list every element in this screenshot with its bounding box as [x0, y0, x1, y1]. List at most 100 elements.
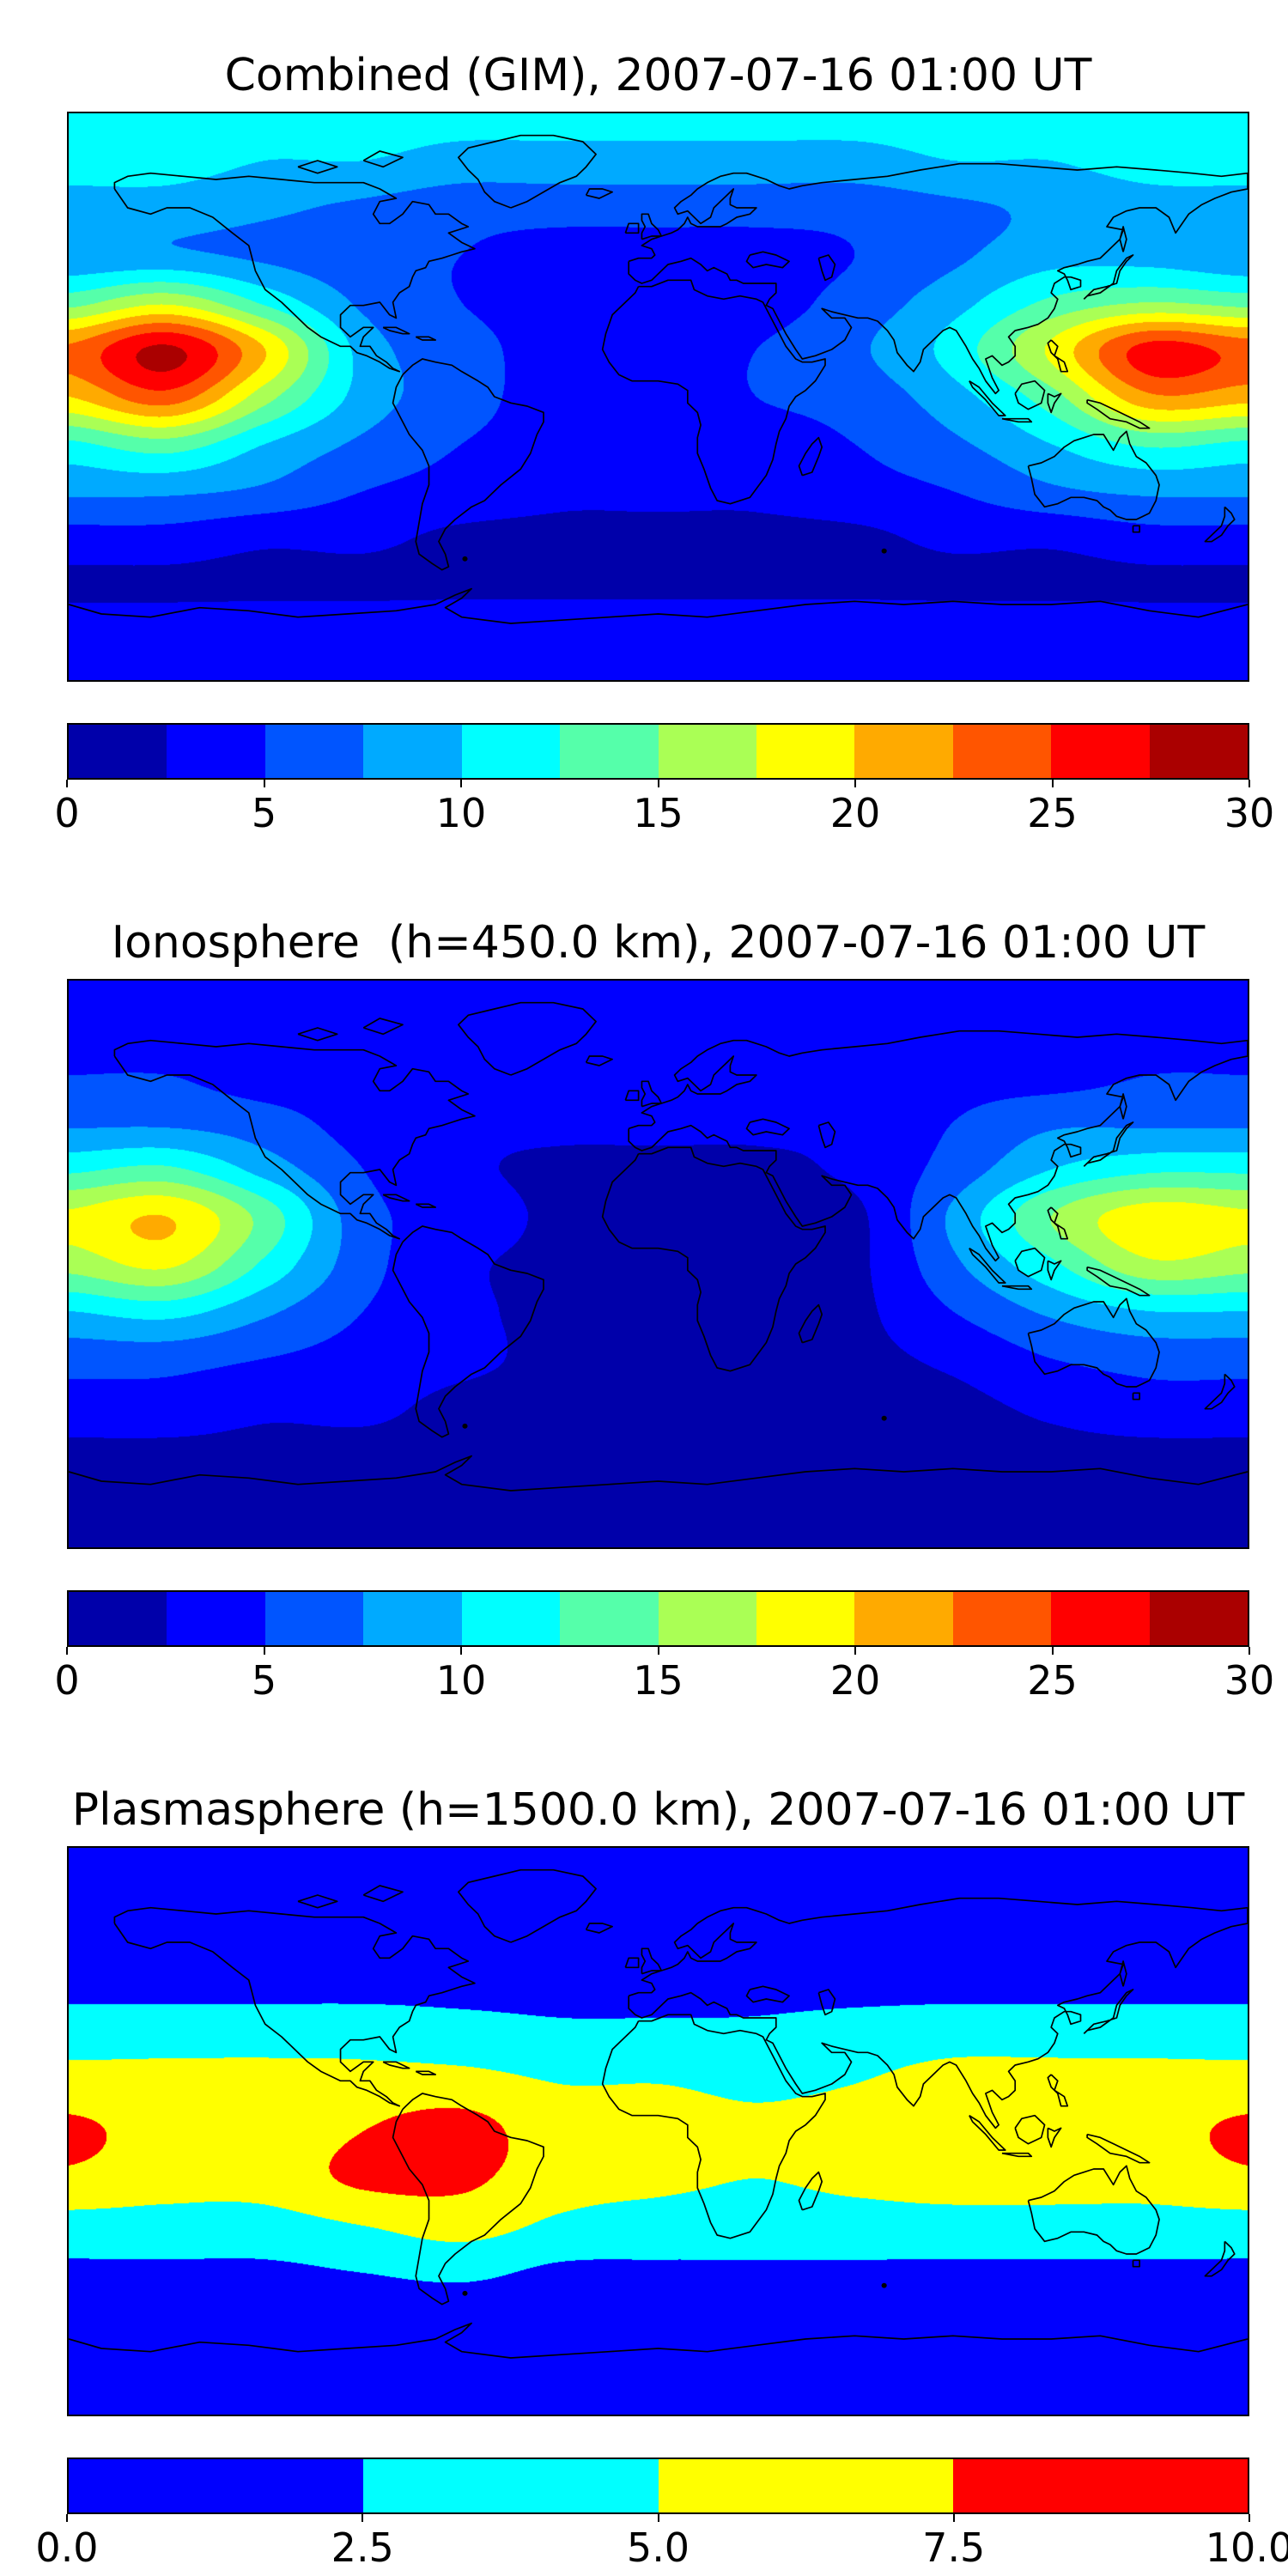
colorbar-tick — [1051, 780, 1054, 787]
colorbar-tick-label: 30 — [1224, 790, 1275, 836]
colorbar-segment — [167, 1592, 265, 1645]
colorbar-tick-label: 30 — [1224, 1657, 1275, 1704]
colorbar-segment — [69, 2459, 364, 2512]
colorbar-segment — [854, 725, 953, 778]
colorbar-tick — [952, 2514, 955, 2522]
colorbar-tick-label: 5 — [251, 790, 277, 836]
island-dot — [462, 556, 468, 562]
tec-field-canvas — [69, 1848, 1248, 2415]
colorbar-tick — [657, 2514, 659, 2522]
colorbar-tick-labels: 0 5 10 15 20 25 30 — [54, 1657, 1274, 1707]
colorbar-segment — [461, 725, 561, 778]
colorbar-tick — [1249, 1647, 1250, 1655]
colorbar-segment — [658, 1592, 756, 1645]
colorbar-tick — [1249, 2514, 1250, 2522]
colorbar-tick — [1051, 1647, 1054, 1655]
colorbar-tick — [854, 780, 856, 787]
colorbar-segment — [363, 2459, 659, 2512]
colorbar-tick — [657, 780, 659, 787]
colorbar-segment — [854, 1592, 953, 1645]
colorbar-segment — [461, 1592, 561, 1645]
island-dot — [881, 548, 887, 554]
colorbar-tick-label: 20 — [829, 790, 881, 836]
colorbar-segment — [1051, 725, 1150, 778]
colorbar-tick-label: 20 — [829, 1657, 881, 1704]
colorbar — [67, 1590, 1249, 1647]
colorbar-segment — [1149, 725, 1249, 778]
colorbar-tick-label: 10 — [435, 790, 487, 836]
colorbar-segment — [952, 1592, 1052, 1645]
colorbar-tick-label: 0 — [54, 790, 80, 836]
colorbar-tick — [263, 780, 265, 787]
colorbar-segment — [69, 1592, 167, 1645]
panel-title-combined: Combined (GIM), 2007-07-16 01:00 UT — [224, 50, 1092, 101]
colorbar-segment — [560, 725, 659, 778]
colorbar-segment — [658, 725, 756, 778]
island-dot — [462, 2290, 468, 2296]
colorbar-tick-label: 7.5 — [922, 2524, 986, 2571]
colorbar-tick — [361, 2514, 364, 2522]
colorbar — [67, 723, 1249, 780]
colorbar-segment — [1149, 1592, 1249, 1645]
colorbar-tick-label: 25 — [1027, 790, 1078, 836]
colorbar-segment — [1051, 1592, 1150, 1645]
colorbar-tick-label: 0 — [54, 1657, 80, 1704]
colorbar-tick — [1249, 780, 1250, 787]
coastline-path — [69, 1003, 1248, 1491]
island-dot — [462, 1423, 468, 1429]
world-map-plasmasphere — [67, 1846, 1249, 2416]
colorbar-tick-label: 0.0 — [35, 2524, 99, 2571]
colorbar-tick — [657, 1647, 659, 1655]
colorbar-tick-label: 25 — [1027, 1657, 1078, 1704]
island-dot — [881, 2282, 887, 2288]
tec-field-canvas — [69, 113, 1248, 680]
panel-title-plasmasphere: Plasmasphere (h=1500.0 km), 2007-07-16 0… — [71, 1784, 1245, 1836]
colorbar-segment — [69, 725, 167, 778]
tec-field-canvas — [69, 981, 1248, 1547]
colorbar — [67, 2458, 1249, 2514]
colorbar-tick-label: 15 — [633, 1657, 683, 1704]
colorbar-segment — [363, 725, 462, 778]
panel-combined: Combined (GIM), 2007-07-16 01:00 UT 0 5 10… — [54, 39, 1274, 840]
colorbar-tickmarks — [66, 1647, 1250, 1656]
colorbar-tick — [460, 1647, 462, 1655]
colorbar-segment — [658, 2459, 953, 2512]
coastline-path — [69, 136, 1248, 623]
colorbar-tick-label: 5.0 — [626, 2524, 690, 2571]
colorbar-tick — [66, 2514, 68, 2522]
colorbar-tick — [66, 780, 68, 787]
colorbar-tick — [263, 1647, 265, 1655]
panel-title-ionosphere: Ionosphere (h=450.0 km), 2007-07-16 01:0… — [111, 917, 1206, 969]
colorbar-segment — [952, 725, 1052, 778]
colorbar-tick — [66, 1647, 68, 1655]
coastlines-overlay — [69, 1848, 1248, 2415]
colorbar-segment — [264, 725, 364, 778]
colorbar-segment — [560, 1592, 659, 1645]
panel-ionosphere: Ionosphere (h=450.0 km), 2007-07-16 01:0… — [54, 907, 1274, 1707]
colorbar-segment — [756, 1592, 855, 1645]
world-map-ionosphere — [67, 979, 1249, 1549]
coastline-path — [69, 1870, 1248, 2358]
colorbar-tickmarks — [66, 780, 1250, 788]
colorbar-tick-label: 2.5 — [331, 2524, 394, 2571]
coastlines-overlay — [69, 981, 1248, 1547]
island-dot — [881, 1415, 887, 1421]
colorbar-tick-labels: 0.0 2.5 5.0 7.5 10.0 — [35, 2524, 1288, 2574]
colorbar-tick-label: 10 — [435, 1657, 487, 1704]
coastlines-overlay — [69, 113, 1248, 680]
colorbar-tick — [854, 1647, 856, 1655]
colorbar-segment — [756, 725, 855, 778]
colorbar-tick-label: 10.0 — [1205, 2524, 1288, 2571]
colorbar-segment — [952, 2459, 1248, 2512]
colorbar-segment — [167, 725, 265, 778]
colorbar-segment — [264, 1592, 364, 1645]
colorbar-tick-labels: 0 5 10 15 20 25 30 — [54, 790, 1274, 840]
colorbar-tickmarks — [66, 2514, 1250, 2523]
panel-plasmasphere: Plasmasphere (h=1500.0 km), 2007-07-16 0… — [35, 1774, 1288, 2574]
colorbar-tick-label: 5 — [251, 1657, 277, 1704]
colorbar-segment — [363, 1592, 462, 1645]
world-map-combined — [67, 112, 1249, 682]
colorbar-tick-label: 15 — [633, 790, 683, 836]
colorbar-tick — [460, 780, 462, 787]
